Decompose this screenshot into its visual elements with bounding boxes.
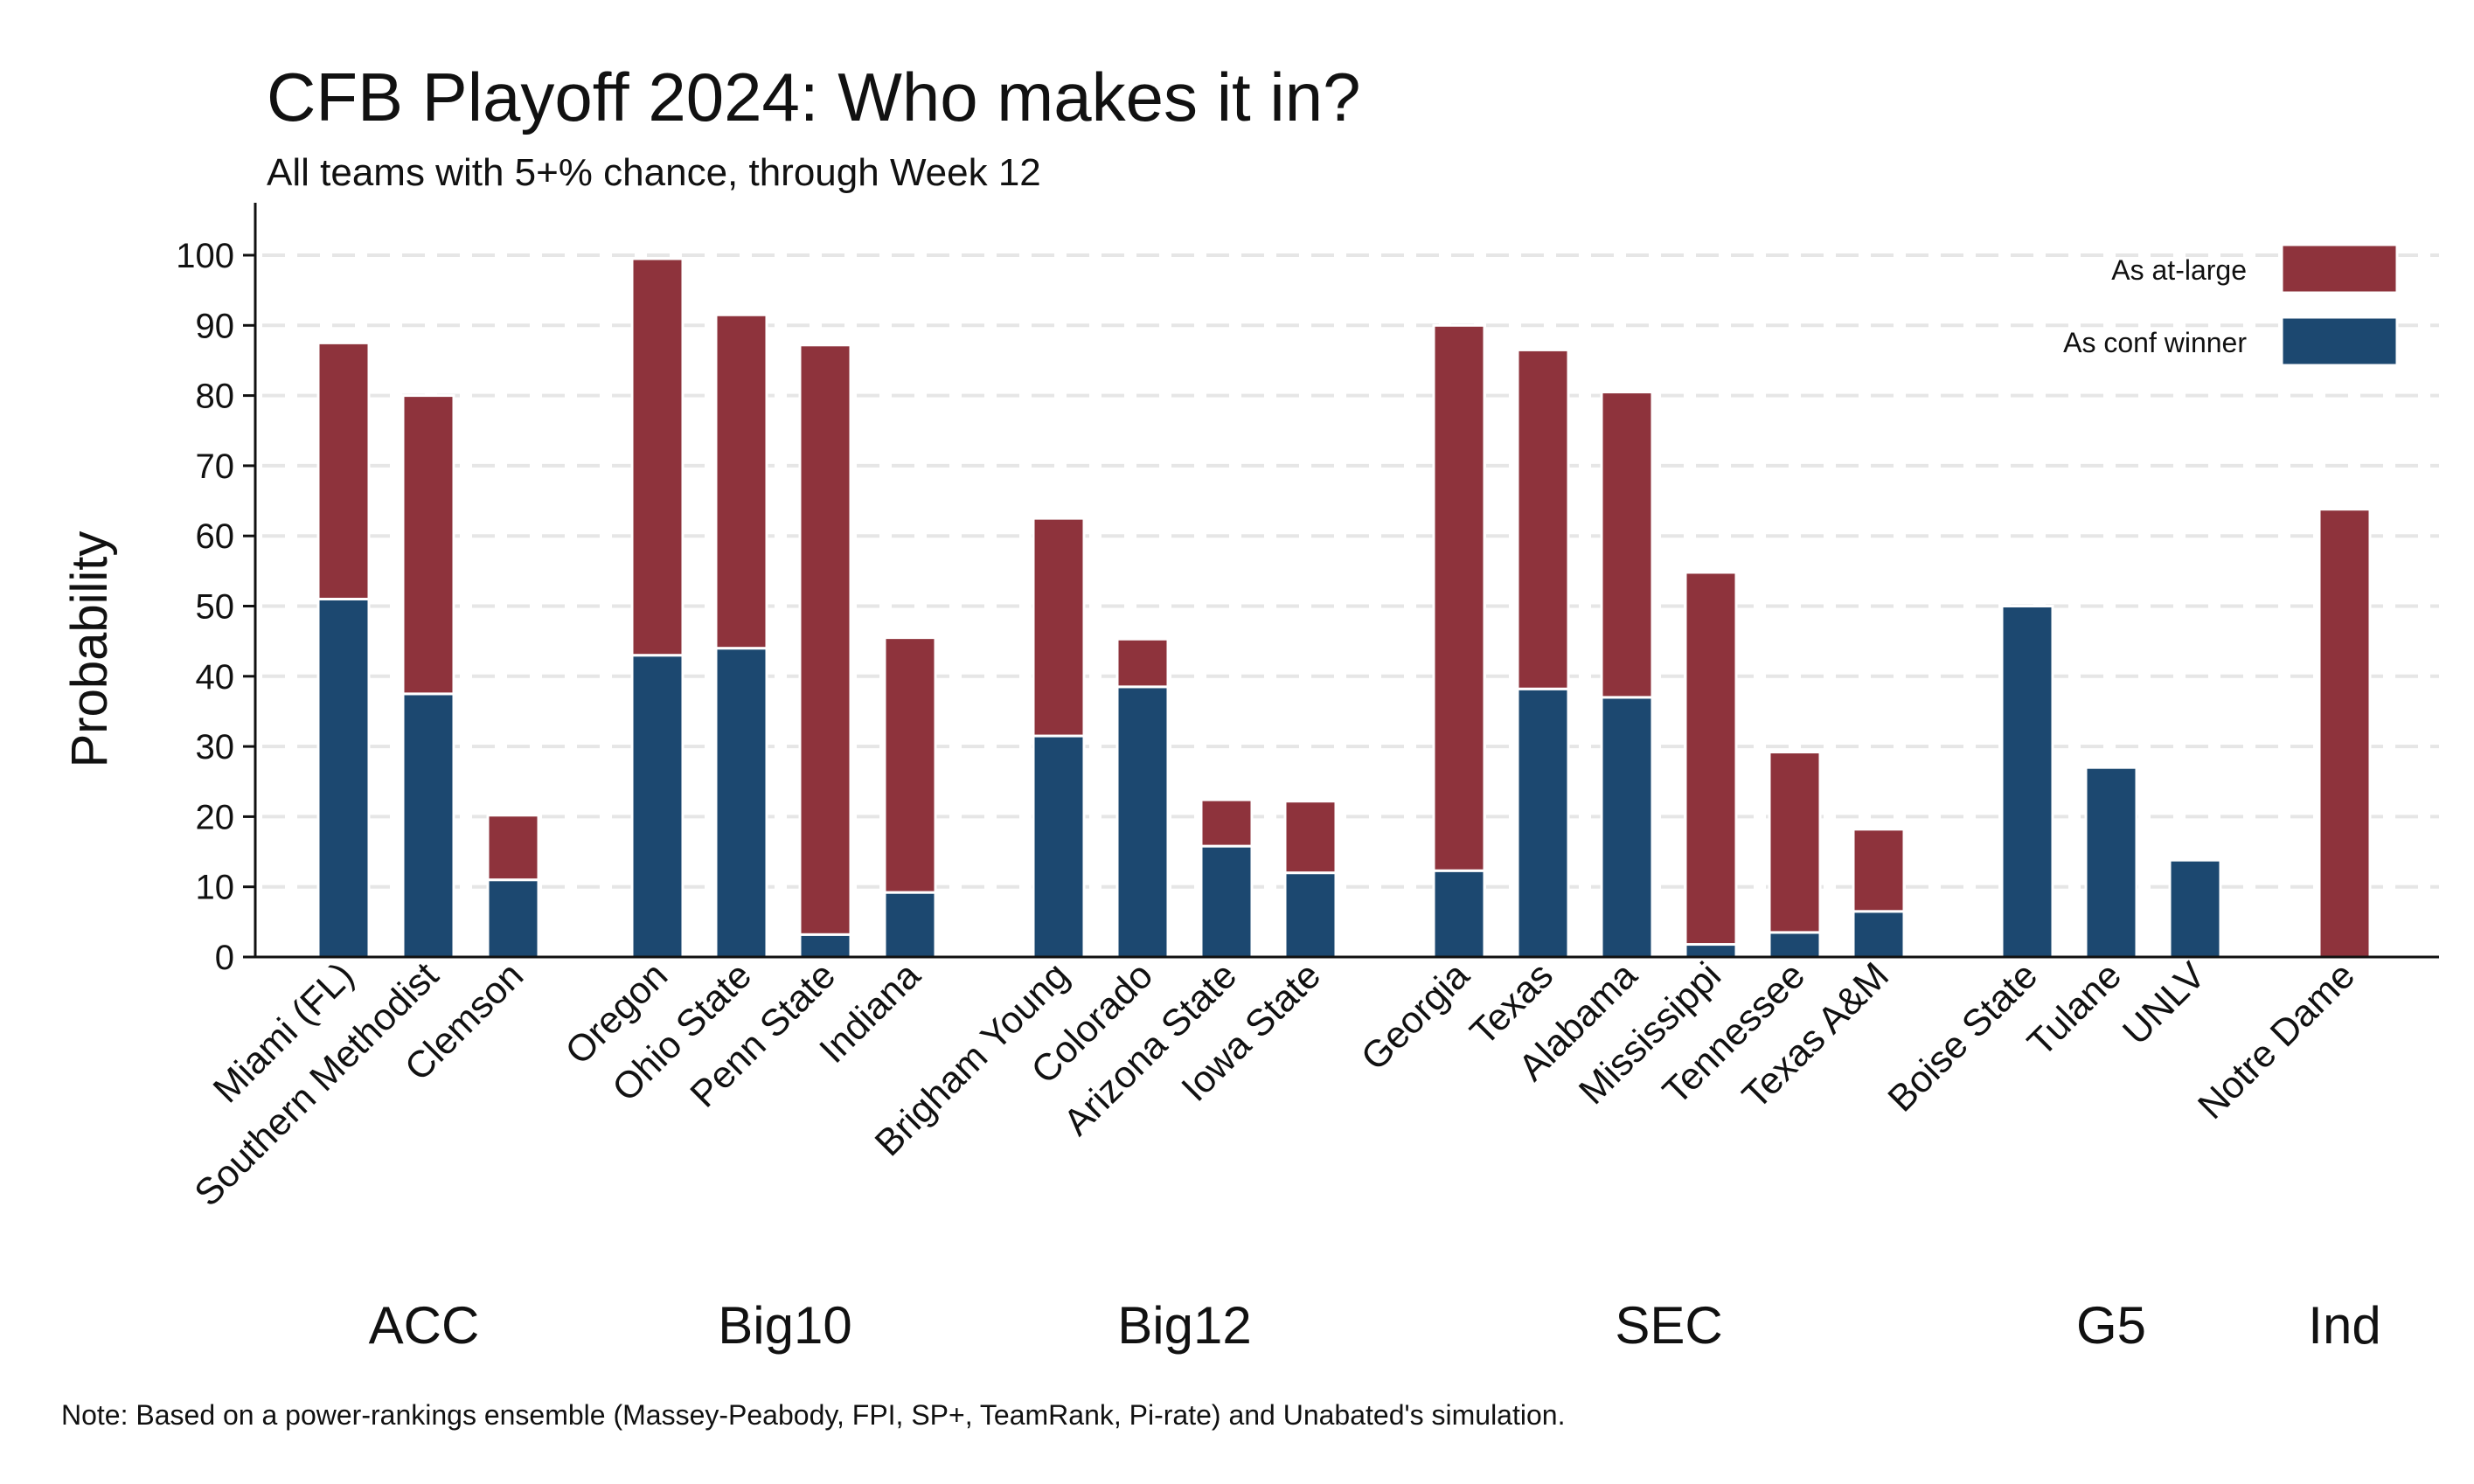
- bar-at-large: [1032, 517, 1086, 738]
- bar-at-large: [1852, 828, 1906, 913]
- chart-subtitle: All teams with 5+% chance, through Week …: [267, 151, 1041, 194]
- bar-conf-winner: [1852, 910, 1906, 959]
- bar-at-large: [316, 341, 371, 600]
- x-tick-label: Tulane: [2019, 954, 2130, 1064]
- bar-conf-winner: [630, 654, 685, 959]
- bar-conf-winner: [2168, 858, 2222, 959]
- bar-at-large: [798, 343, 852, 936]
- chart-note: Note: Based on a power-rankings ensemble…: [61, 1399, 1565, 1431]
- bar-conf-winner: [1115, 685, 1170, 959]
- bar-at-large: [1684, 571, 1738, 947]
- bar-conf-winner: [798, 933, 852, 959]
- x-tick-label: UNLV: [2115, 954, 2213, 1053]
- group-label: Big10: [718, 1296, 851, 1355]
- legend-label: As at-large: [2111, 254, 2247, 286]
- bar-at-large: [714, 313, 768, 650]
- y-tick-label: 90: [196, 307, 235, 345]
- group-label: SEC: [1615, 1296, 1722, 1355]
- bar-at-large: [1432, 323, 1486, 872]
- x-tick-label: Georgia: [1353, 954, 1477, 1078]
- bar-conf-winner: [486, 878, 540, 959]
- group-label: ACC: [369, 1296, 480, 1355]
- y-tick-label: 100: [176, 237, 234, 275]
- bar-at-large: [1768, 751, 1822, 934]
- bar-conf-winner: [401, 692, 455, 959]
- group-label: Ind: [2308, 1296, 2380, 1355]
- bars: [316, 257, 2372, 959]
- y-tick-label: 70: [196, 447, 235, 486]
- bar-conf-winner: [2084, 766, 2138, 959]
- legend-swatch: [2280, 243, 2399, 295]
- bar-conf-winner: [316, 597, 371, 959]
- y-tick-label: 80: [196, 378, 235, 416]
- bar-conf-winner: [883, 891, 937, 959]
- legend: As at-large As conf winner: [2063, 243, 2399, 367]
- bar-at-large: [1516, 348, 1570, 690]
- bar-conf-winner: [1600, 696, 1654, 959]
- y-tick-label: 40: [196, 658, 235, 697]
- y-tick-label: 30: [196, 728, 235, 766]
- x-tick-label: Notre Dame: [2190, 954, 2363, 1127]
- bar-conf-winner: [1199, 844, 1254, 959]
- gridlines: [262, 253, 2439, 889]
- bar-at-large: [1115, 637, 1170, 689]
- y-tick-label: 10: [196, 869, 235, 907]
- x-tick-label: Boise State: [1880, 954, 2046, 1120]
- legend-label: As conf winner: [2063, 327, 2247, 358]
- y-tick-label: 20: [196, 798, 235, 836]
- bar-conf-winner: [1032, 734, 1086, 959]
- bar-conf-winner: [1516, 687, 1570, 959]
- bar-conf-winner: [1432, 869, 1486, 959]
- bar-conf-winner: [1768, 931, 1822, 959]
- bar-at-large: [1600, 391, 1654, 699]
- group-label: G5: [2076, 1296, 2146, 1355]
- group-label: Big12: [1117, 1296, 1251, 1355]
- bar-conf-winner: [1283, 871, 1338, 959]
- bar-at-large: [883, 636, 937, 894]
- bar-at-large: [1199, 798, 1254, 848]
- bar-conf-winner: [1684, 943, 1738, 959]
- conference-group-labels: ACC Big10 Big12 SEC G5 Ind: [369, 1296, 2381, 1355]
- bar-at-large: [486, 814, 540, 882]
- axes: [254, 203, 2439, 959]
- y-tick-label: 0: [215, 939, 234, 977]
- bar-at-large: [2318, 508, 2372, 959]
- bar-at-large: [630, 257, 685, 657]
- y-tick-label: 50: [196, 588, 235, 627]
- y-axis-ticks: 0 10 20 30 40 50 60 70 80 90 100: [176, 237, 255, 977]
- bar-conf-winner: [714, 647, 768, 959]
- y-axis-label: Probability: [61, 531, 118, 768]
- y-tick-label: 60: [196, 517, 235, 556]
- bar-conf-winner: [2000, 605, 2054, 959]
- legend-swatch: [2280, 316, 2399, 367]
- bar-at-large: [1283, 800, 1338, 875]
- chart-title: CFB Playoff 2024: Who makes it in?: [267, 59, 1360, 135]
- bar-at-large: [401, 394, 455, 696]
